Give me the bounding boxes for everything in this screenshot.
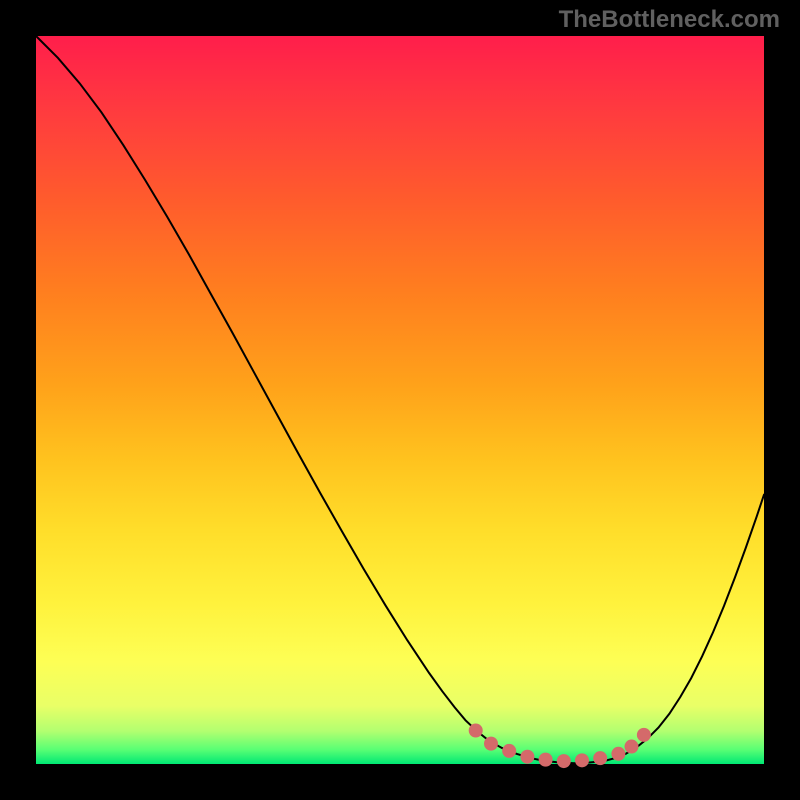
gradient-plot-area [36, 36, 764, 764]
source-watermark: TheBottleneck.com [559, 6, 780, 34]
chart-container: { "source_watermark": { "text": "TheBott… [0, 0, 800, 800]
